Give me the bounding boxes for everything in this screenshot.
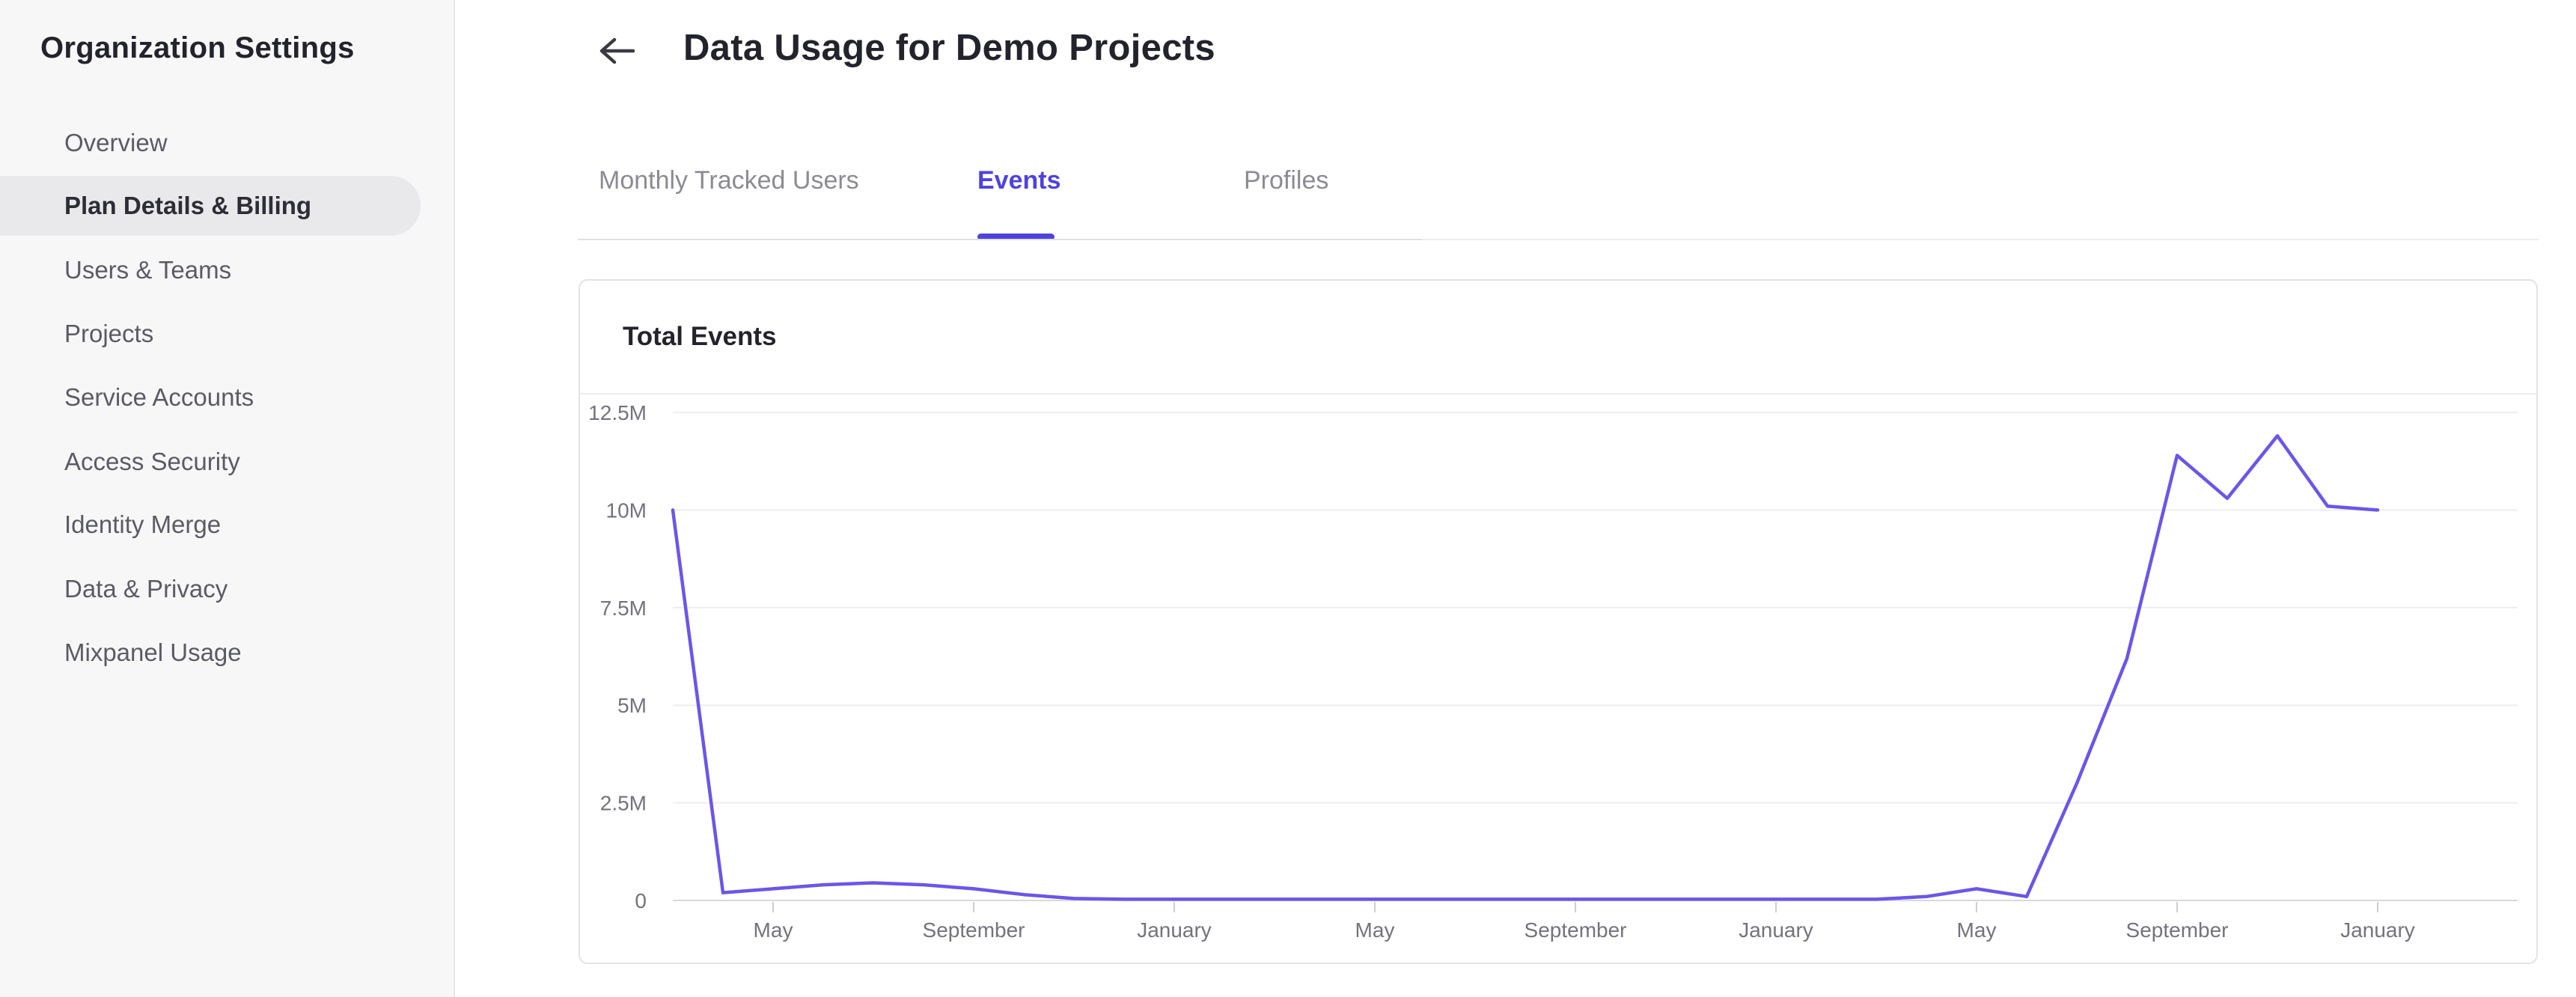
sidebar-item-service-accounts[interactable]: Service Accounts <box>64 383 254 411</box>
content-divider <box>1422 239 2539 240</box>
x-axis-label: September <box>923 918 1025 942</box>
sidebar: Organization Settings Overview Plan Deta… <box>0 0 455 997</box>
sidebar-item-projects[interactable]: Projects <box>64 320 154 347</box>
tab-profiles[interactable]: Profiles <box>1244 166 1329 195</box>
sidebar-item-data-privacy[interactable]: Data & Privacy <box>64 575 228 603</box>
y-axis-label: 2.5M <box>600 792 647 815</box>
page-title: Data Usage for Demo Projects <box>683 28 1215 68</box>
x-axis-label: January <box>1739 918 1813 942</box>
tab-events[interactable]: Events <box>977 166 1061 195</box>
x-axis-label: May <box>1355 918 1395 942</box>
x-axis-label: January <box>2340 918 2415 942</box>
back-button[interactable] <box>596 31 638 70</box>
arrow-left-icon <box>599 37 635 64</box>
y-axis-label: 5M <box>617 694 647 717</box>
y-axis-label: 10M <box>606 498 647 522</box>
sidebar-title: Organization Settings <box>40 31 355 64</box>
x-axis-label: May <box>1957 918 1997 942</box>
total-events-line-chart: 12.5M 10M 7.5M 5M 2.5M 0 May September January Ma… <box>580 394 2518 942</box>
x-axis-label: September <box>2126 918 2229 942</box>
chart-title: Total Events <box>623 322 777 351</box>
card-title-divider <box>580 393 2536 394</box>
sidebar-item-identity-merge[interactable]: Identity Merge <box>64 510 222 538</box>
sidebar-item-plan-details-billing[interactable]: Plan Details & Billing <box>0 176 421 236</box>
y-axis-label: 7.5M <box>600 597 647 620</box>
tab-bar-border <box>578 239 1422 240</box>
x-axis-label: January <box>1137 918 1212 942</box>
total-events-card: Total Events 12.5M 10M 7.5M 5M 2.5M 0 May Septe… <box>579 279 2538 964</box>
sidebar-item-users-teams[interactable]: Users & Teams <box>64 256 232 284</box>
sidebar-item-access-security[interactable]: Access Security <box>64 448 240 475</box>
x-axis-label: September <box>1524 918 1627 942</box>
y-axis-label: 12.5M <box>588 401 647 424</box>
sidebar-item-overview[interactable]: Overview <box>64 129 168 156</box>
tab-monthly-tracked-users[interactable]: Monthly Tracked Users <box>599 166 859 195</box>
sidebar-item-mixpanel-usage[interactable]: Mixpanel Usage <box>64 638 242 666</box>
active-tab-indicator <box>977 234 1054 240</box>
total-events-line-solid <box>671 434 2380 901</box>
x-axis-label: May <box>754 918 793 942</box>
y-axis-label: 0 <box>635 889 647 912</box>
